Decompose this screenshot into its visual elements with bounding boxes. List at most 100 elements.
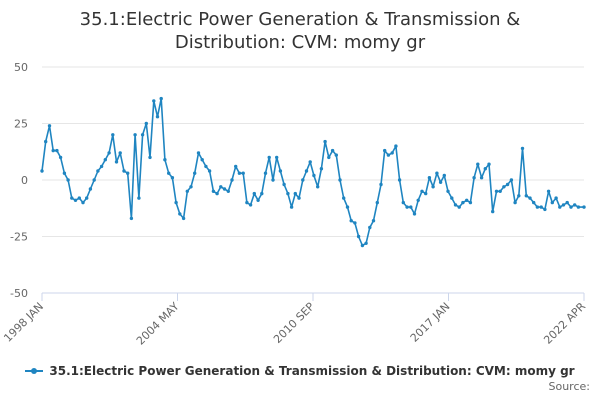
data-point (379, 182, 383, 187)
data-point (200, 158, 204, 162)
data-point (502, 185, 506, 189)
data-point (371, 219, 376, 223)
data-point (450, 196, 454, 200)
data-point (364, 241, 368, 245)
data-point (401, 200, 405, 205)
data-point (196, 151, 201, 155)
data-point (185, 189, 189, 193)
data-point (435, 171, 439, 175)
data-point (44, 139, 48, 144)
data-point (397, 178, 402, 182)
x-tick-label: 2022 APR (541, 300, 588, 347)
data-point (204, 164, 208, 169)
data-point (356, 234, 361, 239)
data-point (546, 189, 551, 193)
data-point (178, 212, 182, 216)
data-point (62, 171, 67, 175)
data-point (234, 164, 238, 169)
data-point (412, 212, 417, 216)
data-point (219, 185, 223, 189)
data-point (312, 173, 316, 178)
data-point (554, 196, 558, 200)
data-point (405, 205, 409, 209)
data-point (107, 151, 111, 155)
x-tick-label: 2017 JAN (408, 300, 453, 345)
data-point (565, 200, 569, 205)
data-point (47, 124, 52, 128)
data-point (483, 167, 487, 171)
data-point (569, 205, 573, 209)
data-point (457, 205, 461, 209)
data-point (427, 176, 432, 180)
data-point (360, 243, 365, 248)
data-point (144, 121, 148, 126)
data-point (129, 216, 134, 221)
y-tick-label: -25 (10, 231, 28, 244)
data-point (582, 205, 586, 209)
data-point (468, 200, 473, 205)
chart-title-line-2: Distribution: CVM: momy gr (174, 32, 426, 53)
data-point (479, 176, 484, 180)
data-point (342, 196, 346, 200)
data-point (494, 189, 499, 193)
data-point (535, 205, 540, 209)
data-point (476, 162, 480, 166)
data-point (394, 144, 398, 148)
data-point (424, 191, 428, 196)
data-point (85, 196, 89, 200)
data-point (345, 205, 350, 209)
data-point (316, 185, 320, 189)
data-point (237, 171, 242, 175)
data-point (304, 169, 309, 173)
data-point (532, 200, 536, 205)
data-point (73, 198, 78, 202)
data-point (420, 189, 424, 193)
data-point (267, 155, 271, 160)
chart-title: 35.1:Electric Power Generation & Transmi… (0, 8, 600, 54)
data-point (58, 155, 63, 160)
data-point (301, 178, 305, 182)
data-point (96, 169, 100, 173)
data-point (319, 167, 324, 171)
data-point (70, 196, 74, 200)
data-point (524, 194, 528, 198)
data-point (491, 209, 495, 214)
data-point (99, 164, 104, 169)
data-point (293, 191, 297, 196)
data-point (148, 155, 152, 160)
data-point (215, 191, 219, 196)
data-point (282, 182, 286, 187)
data-point (222, 187, 227, 191)
series-line (41, 97, 584, 247)
data-point (275, 155, 279, 160)
data-point (140, 133, 145, 137)
data-point (353, 221, 357, 225)
data-point (122, 169, 126, 173)
data-point (498, 189, 502, 193)
data-point (416, 198, 420, 202)
data-point (446, 189, 450, 193)
data-point (174, 200, 178, 205)
data-point (103, 158, 108, 162)
legend-swatch (25, 367, 44, 374)
x-tick-label: 1998 JAN (1, 300, 46, 345)
data-point (81, 200, 85, 205)
data-point (133, 133, 137, 137)
data-point (438, 180, 443, 184)
data-point (92, 178, 96, 182)
data-point (513, 200, 517, 205)
data-point (77, 196, 82, 200)
data-point (558, 205, 562, 209)
legend[interactable]: 35.1:Electric Power Generation & Transmi… (0, 364, 600, 378)
data-point (207, 169, 212, 173)
data-point (211, 189, 216, 193)
data-point (241, 171, 245, 175)
data-point (263, 171, 268, 175)
data-point (465, 198, 469, 202)
data-point (170, 176, 175, 180)
data-point (155, 115, 160, 119)
x-tick-label: 2004 MAY (134, 300, 182, 348)
data-point (505, 182, 510, 187)
y-tick-label: 50 (14, 61, 28, 74)
